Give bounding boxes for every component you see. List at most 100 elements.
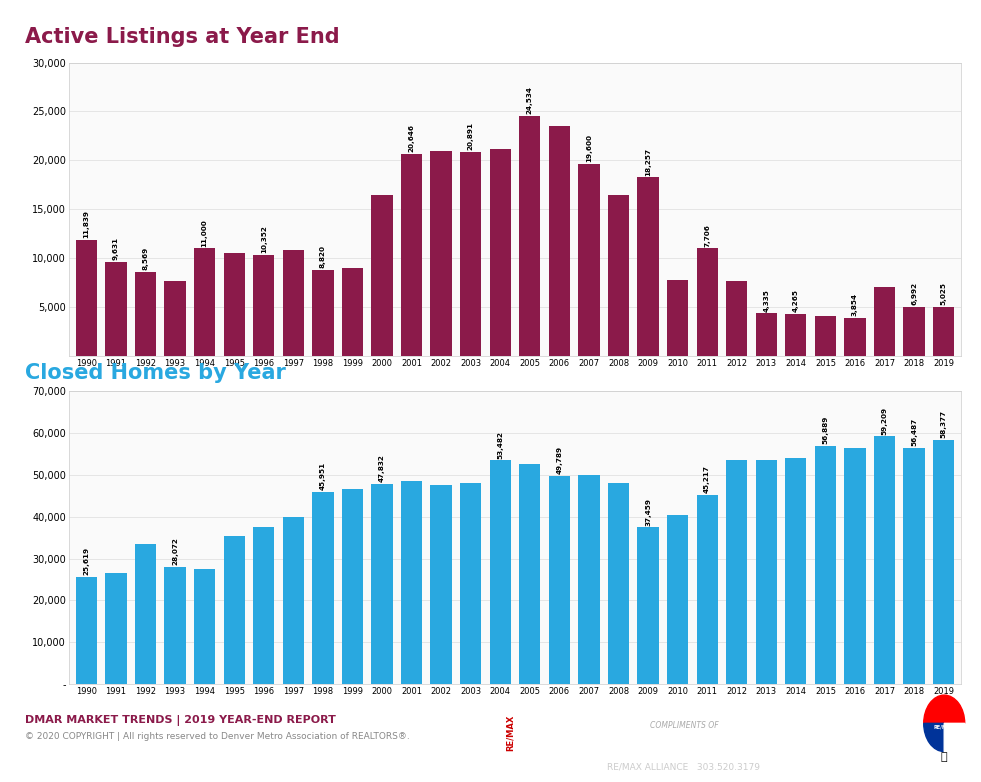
Bar [726, 281, 748, 356]
Bar [312, 270, 334, 356]
Bar [460, 152, 482, 356]
Text: 7,706: 7,706 [704, 224, 710, 246]
Bar [548, 475, 570, 684]
Text: COMPLIMENTS OF: COMPLIMENTS OF [649, 722, 718, 730]
Bar [283, 517, 304, 684]
Bar [105, 262, 127, 356]
Bar [667, 515, 689, 684]
Bar [76, 577, 97, 684]
Text: Closed Homes by Year: Closed Homes by Year [25, 364, 285, 383]
Bar [638, 527, 658, 684]
Bar [755, 314, 777, 356]
Bar [815, 316, 836, 356]
Bar [431, 150, 452, 356]
Text: 4,265: 4,265 [793, 289, 799, 312]
Bar [845, 318, 865, 356]
Bar [341, 490, 363, 684]
Text: © 2020 COPYRIGHT | All rights reserved to Denver Metro Association of REALTORS®.: © 2020 COPYRIGHT | All rights reserved t… [25, 732, 409, 741]
Text: 20,646: 20,646 [408, 124, 415, 152]
Text: 9,631: 9,631 [113, 237, 119, 260]
Text: 59,209: 59,209 [882, 407, 888, 435]
Bar [490, 149, 511, 356]
Text: Active Listings at Year End: Active Listings at Year End [25, 27, 339, 47]
Text: 18,257: 18,257 [645, 148, 651, 176]
Text: 11,839: 11,839 [83, 210, 89, 239]
Bar [194, 248, 215, 356]
Bar [697, 248, 718, 356]
Bar [845, 447, 865, 684]
Bar [341, 267, 363, 356]
Bar [608, 483, 629, 684]
Text: 58,377: 58,377 [941, 410, 947, 438]
Bar [785, 314, 806, 356]
Bar [76, 240, 97, 356]
Text: 45,951: 45,951 [320, 462, 326, 490]
Text: RE/MAX: RE/MAX [506, 715, 515, 752]
Bar [431, 486, 452, 684]
Bar [224, 253, 245, 356]
Bar [253, 527, 275, 684]
Bar [519, 116, 541, 356]
Bar [401, 154, 422, 356]
Bar [283, 250, 304, 356]
Text: Market Report: Market Report [621, 699, 747, 713]
Bar [815, 446, 836, 684]
Text: DMAR MARKET TRENDS | 2019 YEAR-END REPORT: DMAR MARKET TRENDS | 2019 YEAR-END REPOR… [25, 716, 336, 726]
Text: 19,600: 19,600 [586, 135, 592, 163]
Text: RE/MAX: RE/MAX [934, 725, 955, 730]
Bar [372, 196, 392, 356]
Wedge shape [924, 695, 964, 723]
Bar [401, 481, 422, 684]
Text: 8,820: 8,820 [320, 245, 326, 267]
Text: 53,482: 53,482 [497, 431, 503, 458]
Bar [933, 307, 955, 356]
Bar [933, 439, 955, 684]
Text: 8,569: 8,569 [142, 247, 148, 271]
Bar [548, 126, 570, 356]
Bar [874, 436, 896, 684]
Text: 10,352: 10,352 [261, 225, 267, 253]
Bar [519, 465, 541, 684]
Bar [490, 460, 511, 684]
Text: 49,789: 49,789 [556, 446, 562, 474]
Text: 6,992: 6,992 [911, 282, 917, 305]
Text: 25,619: 25,619 [83, 547, 89, 576]
Bar [134, 544, 156, 684]
Bar [578, 475, 599, 684]
Bar [608, 195, 629, 356]
Bar [105, 573, 127, 684]
Text: 56,487: 56,487 [911, 418, 917, 446]
Text: 4,335: 4,335 [763, 289, 769, 312]
Bar [578, 164, 599, 356]
Bar [638, 178, 658, 356]
Text: 45,217: 45,217 [704, 465, 710, 493]
Bar [785, 458, 806, 684]
Bar [667, 281, 689, 356]
Bar [460, 483, 482, 684]
Wedge shape [944, 723, 964, 752]
Text: 37,459: 37,459 [645, 497, 651, 526]
Text: 47,832: 47,832 [379, 454, 385, 482]
Bar [253, 255, 275, 356]
Text: ANTHONY RAEL: ANTHONY RAEL [629, 742, 739, 755]
Bar [134, 272, 156, 356]
Text: RE/MAX ALLIANCE   303.520.3179: RE/MAX ALLIANCE 303.520.3179 [607, 762, 760, 772]
Text: 56,889: 56,889 [822, 416, 828, 444]
Bar [904, 307, 925, 356]
Bar [165, 281, 185, 356]
Text: 5,025: 5,025 [941, 282, 947, 305]
Text: 28,072: 28,072 [172, 537, 179, 565]
Bar [755, 460, 777, 684]
Bar [165, 567, 185, 684]
Text: 11,000: 11,000 [202, 219, 208, 246]
Wedge shape [924, 723, 945, 752]
Text: 20,891: 20,891 [468, 122, 474, 150]
Text: 24,534: 24,534 [527, 86, 533, 114]
Bar [312, 492, 334, 684]
Bar [194, 569, 215, 684]
Bar [726, 460, 748, 684]
Bar [697, 495, 718, 684]
Bar [904, 447, 925, 684]
Text: 🎈: 🎈 [941, 752, 948, 762]
Bar [224, 536, 245, 684]
